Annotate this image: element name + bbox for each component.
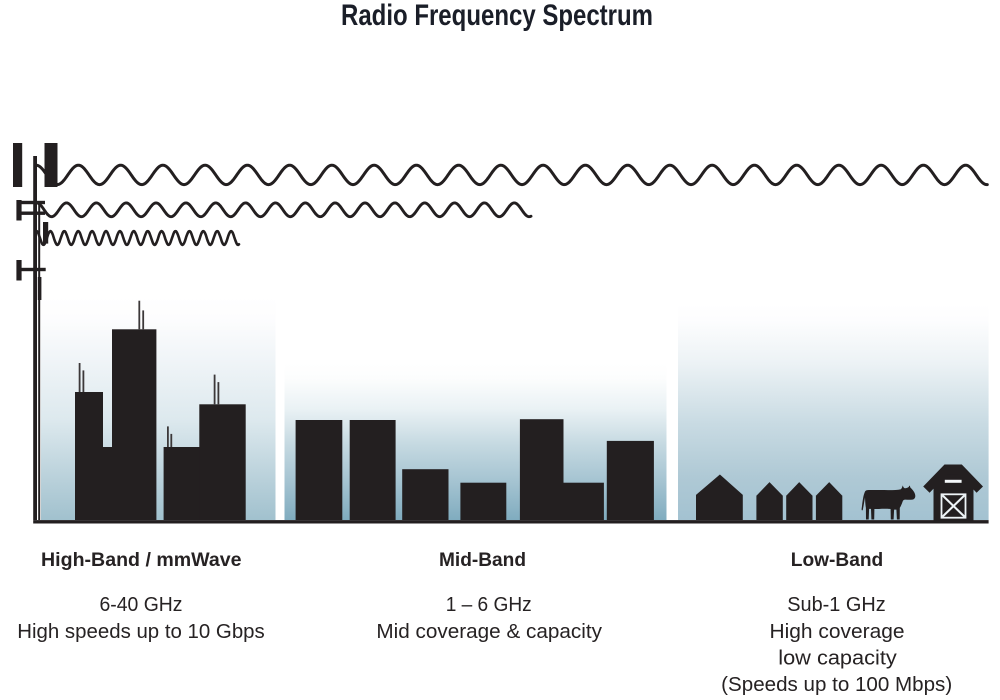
- svg-text:High speeds up to 10 Gbps: High speeds up to 10 Gbps: [17, 621, 265, 643]
- svg-text:1 – 6 GHz: 1 – 6 GHz: [446, 594, 532, 616]
- svg-text:Sub-1 GHz: Sub-1 GHz: [787, 594, 886, 616]
- svg-text:low capacity: low capacity: [778, 648, 897, 670]
- svg-text:High-Band / mmWave: High-Band / mmWave: [41, 550, 241, 571]
- svg-text:Low-Band: Low-Band: [791, 550, 884, 571]
- svg-text:(Speeds up to 100 Mbps): (Speeds up to 100 Mbps): [721, 674, 952, 696]
- svg-text:Mid coverage & capacity: Mid coverage & capacity: [376, 621, 602, 643]
- svg-text:6-40 GHz: 6-40 GHz: [100, 594, 183, 616]
- svg-text:Mid-Band: Mid-Band: [439, 550, 526, 571]
- svg-text:High coverage: High coverage: [770, 621, 905, 643]
- svg-text:Radio Frequency Spectrum: Radio Frequency Spectrum: [341, 0, 653, 32]
